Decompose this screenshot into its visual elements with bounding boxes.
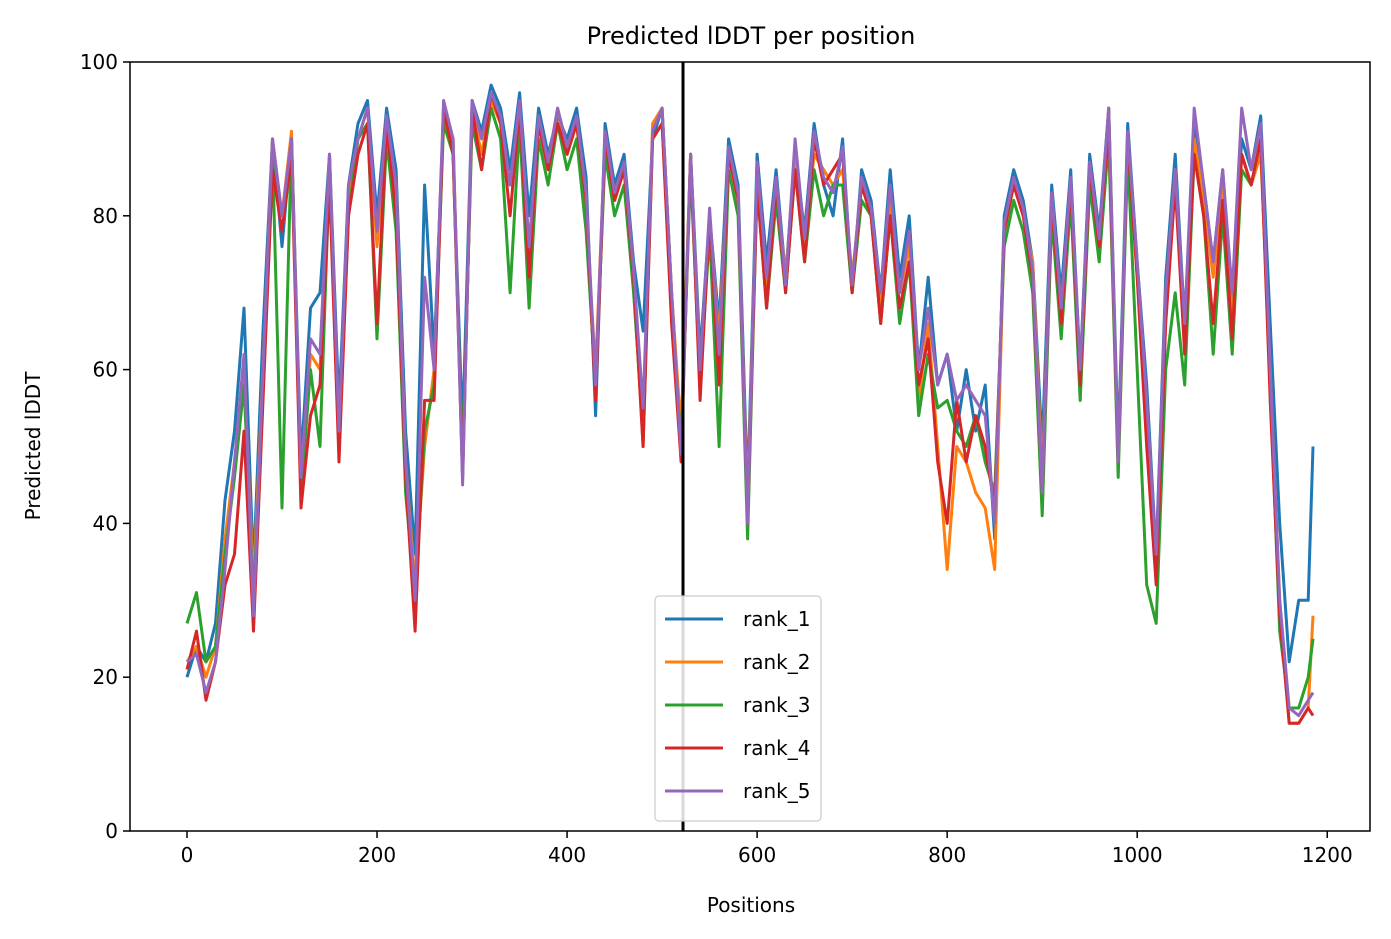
- axes-frame: [129, 61, 1371, 832]
- chart-title: Predicted lDDT per position: [587, 22, 916, 50]
- y-tick-label: 20: [93, 665, 118, 689]
- series-line-rank_5: [186, 91, 1315, 718]
- legend-label-rank_1: rank_1: [743, 607, 810, 631]
- x-tick-label: 600: [738, 843, 776, 867]
- x-tick-label: 0: [181, 843, 194, 867]
- x-tick-label: 200: [358, 843, 396, 867]
- x-axis-label: Positions: [707, 893, 795, 917]
- y-tick-label: 80: [93, 204, 118, 228]
- legend-label-rank_4: rank_4: [743, 736, 810, 760]
- y-tick-label: 100: [80, 50, 118, 74]
- legend: rank_1 rank_2 rank_3 rank_4 rank_5: [654, 595, 822, 822]
- legend-label-rank_3: rank_3: [743, 693, 810, 717]
- x-tick-label: 400: [548, 843, 586, 867]
- y-tick-label: 40: [93, 511, 118, 535]
- x-axis-ticks: 0 200 400 600 800 1000 1200: [181, 831, 1353, 867]
- legend-label-rank_5: rank_5: [743, 779, 810, 803]
- y-axis-ticks: 0 20 40 60 80 100: [80, 50, 130, 843]
- x-tick-label: 800: [928, 843, 966, 867]
- x-tick-label: 1000: [1112, 843, 1163, 867]
- legend-label-rank_2: rank_2: [743, 650, 810, 674]
- y-tick-label: 0: [105, 819, 118, 843]
- y-tick-label: 60: [93, 358, 118, 382]
- x-tick-label: 1200: [1302, 843, 1353, 867]
- legend-box: [654, 595, 822, 822]
- y-axis-label: Predicted lDDT: [21, 371, 45, 521]
- series-lines: [185, 83, 1315, 725]
